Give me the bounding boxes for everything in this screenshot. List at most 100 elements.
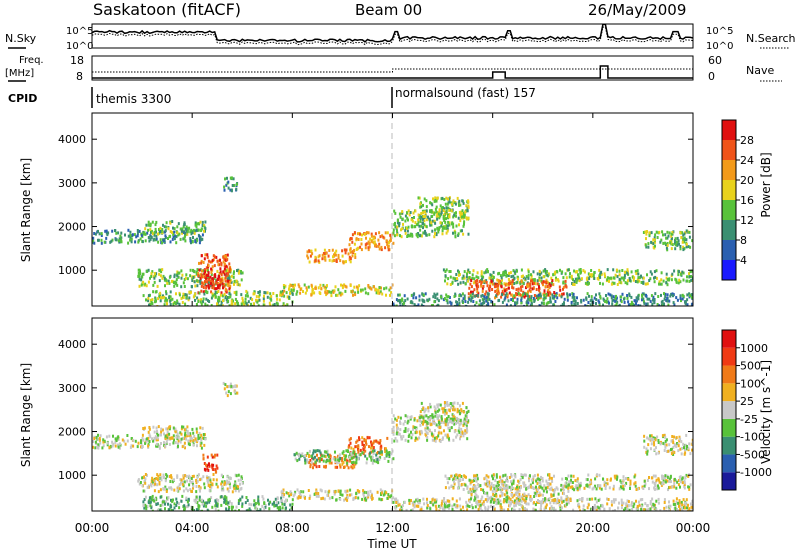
velocity-colorbar-swatch (722, 383, 736, 402)
velocity-colorbar-label: Velocity [m s^-1] (759, 360, 773, 464)
velocity-blob-6 (293, 449, 395, 465)
freq-tick-bottom: 8 (76, 70, 83, 83)
velocity-blob-15 (643, 433, 693, 456)
power-y-tick-label: 1000 (58, 264, 86, 277)
velocity-colorbar-swatch (722, 472, 736, 490)
power-blob-13 (392, 292, 693, 306)
noise-panel: N.Sky 10^5 10^0 10^5 10^0 N.Search (5, 23, 796, 52)
velocity-y-tick-label: 3000 (58, 382, 86, 395)
noise-right-tick-bottom: 10^0 (706, 41, 733, 52)
velocity-y-tick-label: 1000 (58, 469, 86, 482)
power-colorbar-swatch (722, 180, 736, 200)
beam-label: Beam 00 (355, 1, 422, 19)
station-title: Saskatoon (fitACF) (93, 0, 241, 19)
power-y-tick-label: 4000 (58, 133, 86, 146)
velocity-colorbar-label-item: 100 (740, 377, 761, 390)
velocity-blob-13 (392, 497, 693, 511)
power-blob-10 (417, 196, 470, 221)
velocity-colorbar-label-item: 25 (740, 395, 754, 408)
noise-right-tick-top: 10^5 (706, 26, 733, 37)
power-colorbar-label-item: 8 (740, 234, 747, 247)
nave-tick-bottom: 0 (708, 70, 715, 83)
noise-left-tick-bottom: 10^0 (66, 41, 93, 52)
power-blob-9 (392, 209, 470, 239)
time-tick-label: 12:00 (375, 521, 410, 535)
velocity-colorbar-frame (721, 329, 737, 491)
power-y-tick-label: 3000 (58, 177, 86, 190)
noise-sky-label: N.Sky (5, 32, 37, 45)
velocity-colorbar-swatch (722, 454, 736, 473)
power-blob-15 (642, 229, 693, 252)
velocity-colorbar-label-item: -500 (740, 448, 765, 461)
time-tick-label: 20:00 (576, 521, 611, 535)
velocity-colorbar-label-item: -25 (740, 413, 758, 426)
power-blob-1 (142, 220, 207, 236)
cpid-mode-2: normalsound (fast) 157 (395, 86, 536, 100)
time-axis-label: Time UT (366, 537, 417, 551)
power-blob-0 (92, 228, 206, 245)
velocity-colorbar-swatch (722, 436, 736, 455)
time-tick-label: 00:00 (75, 521, 110, 535)
noise-search-line (91, 26, 694, 46)
power-y-ticks: 1000 2000 3000 4000 (58, 133, 693, 277)
power-y-tick-label: 2000 (58, 221, 86, 234)
velocity-blob-3 (202, 453, 219, 474)
power-panel: 1000 2000 3000 4000 Slant Range [km] 4 8 12 16… (19, 112, 773, 307)
freq-panel: Freq. [MHz] 18 8 60 0 Nave (5, 54, 782, 83)
velocity-y-ticks: 1000 2000 3000 4000 (58, 338, 693, 482)
velocity-blob-10 (419, 401, 470, 426)
velocity-panel: 1000 2000 3000 4000 Slant Range [km] 1000 50… (19, 317, 773, 512)
freq-label: Freq. (19, 55, 44, 66)
freq-line (92, 65, 693, 79)
time-tick-label: 00:00 (676, 521, 711, 535)
noise-sky-line (91, 23, 694, 43)
velocity-blob-7 (142, 494, 294, 511)
nave-line (92, 68, 693, 73)
power-y-label: Slant Range [km] (19, 158, 33, 262)
velocity-colorbar-label-item: 1000 (740, 342, 768, 355)
velocity-colorbar-swatch (722, 418, 736, 437)
velocity-blob-14 (222, 381, 239, 398)
velocity-colorbar-label-item: 500 (740, 360, 761, 373)
velocity-blob-1 (142, 425, 207, 441)
velocity-colorbar: 1000 500 100 25 -25 -100 -500 -1000 (721, 329, 772, 491)
nave-label: Nave (746, 64, 774, 77)
velocity-colorbar-swatch (722, 330, 736, 348)
power-colorbar-swatch (722, 140, 736, 160)
velocity-colorbar-label-item: -1000 (740, 466, 772, 479)
velocity-colorbar-swatch (722, 401, 736, 419)
freq-tick-top: 18 (70, 54, 84, 67)
velocity-blob-8 (280, 488, 395, 503)
power-blob-8 (348, 231, 395, 252)
power-blob-7 (306, 248, 357, 265)
noise-left-tick-top: 10^5 (66, 26, 93, 37)
power-colorbar-swatch (722, 160, 736, 180)
power-colorbar-label-item: 20 (740, 174, 754, 187)
power-colorbar-label-item: 16 (740, 194, 754, 207)
cpid-label: CPID (8, 92, 37, 105)
noise-search-label: N.Search (746, 32, 796, 45)
date-label: 26/May/2009 (588, 1, 686, 19)
power-colorbar-label-item: 12 (740, 214, 754, 227)
time-tick-label: 04:00 (175, 521, 210, 535)
power-colorbar: 4 8 12 16 20 24 28 (721, 119, 754, 281)
power-colorbar-label-item: 24 (740, 154, 754, 167)
time-tick-label: 08:00 (275, 521, 310, 535)
time-tick-label: 16:00 (475, 521, 510, 535)
velocity-y-tick-label: 4000 (58, 338, 86, 351)
power-scatter (92, 176, 693, 306)
velocity-colorbar-swatch (722, 347, 736, 366)
cpid-mode-1: themis 3300 (96, 92, 171, 106)
power-colorbar-swatch (722, 120, 736, 140)
time-axis-ticks: 00:00 04:00 08:00 12:00 16:00 20:00 00:00 (75, 113, 711, 535)
power-blob-14 (223, 176, 239, 193)
power-colorbar-swatch (722, 220, 736, 240)
power-colorbar-swatch (722, 260, 736, 280)
velocity-colorbar-swatch (722, 365, 736, 384)
power-colorbar-swatch (722, 240, 736, 260)
velocity-colorbar-label-item: -100 (740, 431, 765, 444)
power-colorbar-label: Power [dB] (759, 152, 773, 217)
power-blob-4 (205, 271, 224, 291)
power-blob-5 (142, 289, 294, 306)
